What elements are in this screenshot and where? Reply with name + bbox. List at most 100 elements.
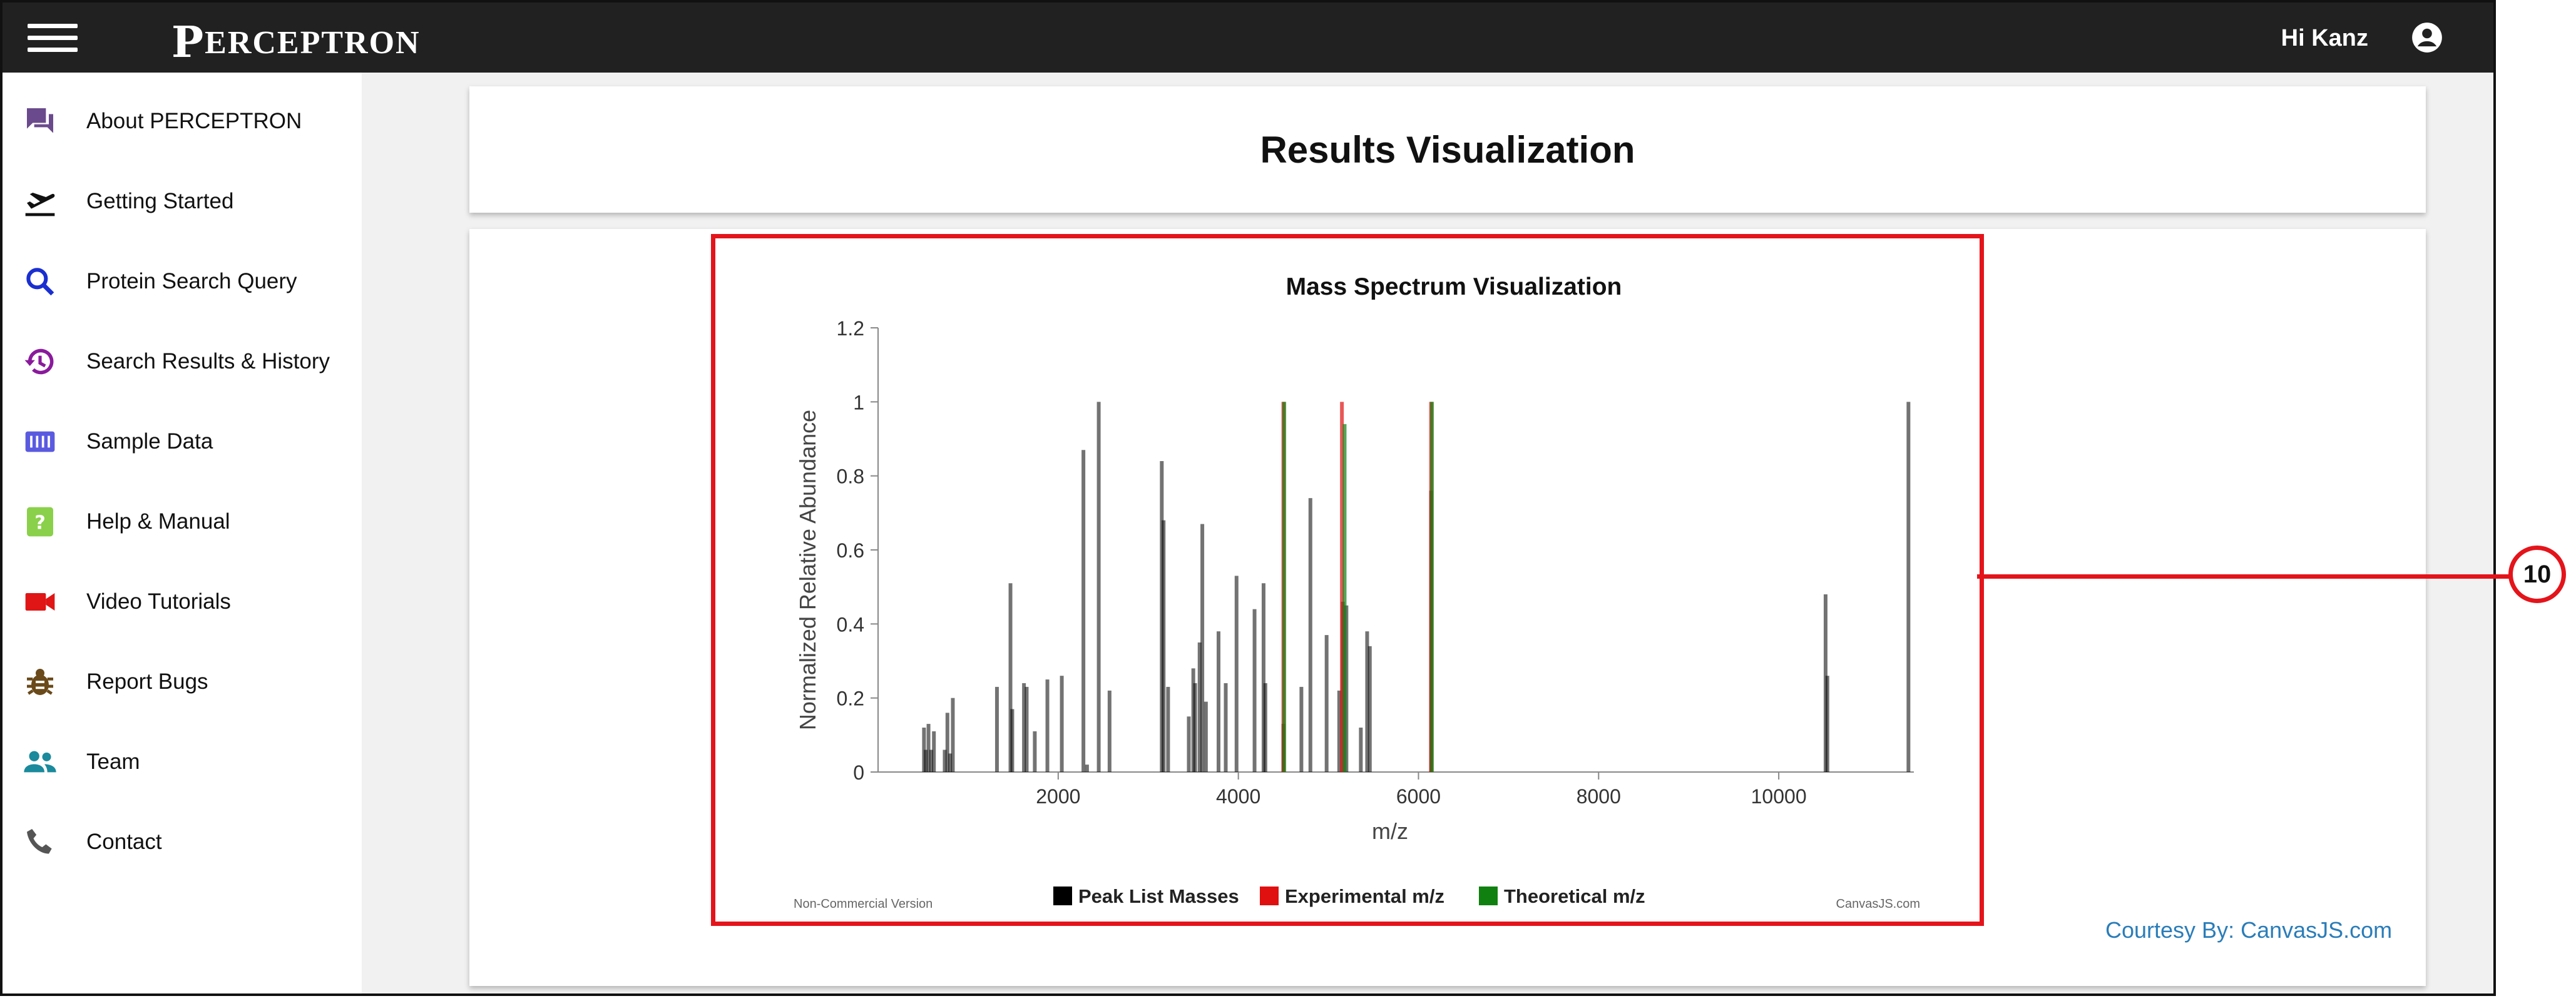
search-icon: [26, 268, 54, 296]
spectrum-bar: [1193, 683, 1197, 772]
x-tick-label: 10000: [1751, 785, 1807, 808]
forum-icon: [27, 108, 53, 133]
sidebar-item-about[interactable]: About PERCEPTRON: [3, 90, 362, 153]
user-greeting: Hi Kanz: [2281, 25, 2368, 51]
spectrum-bar: [1107, 690, 1112, 772]
y-tick-label: 1: [853, 391, 864, 414]
sidebar-item-label: Getting Started: [86, 189, 234, 213]
sidebar-item-label: Search Results & History: [86, 349, 330, 373]
spectrum-bar: [994, 686, 999, 772]
sidebar-item-help[interactable]: ? Help & Manual: [3, 490, 362, 553]
sidebar: About PERCEPTRON Getting Started Protein…: [3, 73, 362, 993]
menu-icon[interactable]: [28, 24, 78, 53]
spectrum-bar: [1365, 631, 1369, 772]
spectrum-bar: [1085, 765, 1089, 772]
x-tick-label: 8000: [1577, 785, 1621, 808]
spectrum-bar: [1337, 690, 1341, 772]
spectrum-bar: [1359, 728, 1363, 772]
brand-logo[interactable]: PERCEPTRON: [171, 18, 421, 68]
sidebar-item-search-results[interactable]: Search Results & History: [3, 330, 362, 393]
sidebar-item-label: Team: [86, 749, 140, 774]
sidebar-item-label: Video Tutorials: [86, 589, 231, 614]
x-tick-label: 4000: [1216, 785, 1260, 808]
y-tick-label: 0: [853, 761, 864, 784]
watermark-non-commercial: Non-Commercial Version: [794, 897, 933, 911]
y-tick-label: 0.2: [837, 688, 864, 710]
people-icon: [24, 751, 56, 773]
spectrum-bar: [945, 713, 949, 772]
spectrum-bar: [1825, 676, 1829, 772]
spectrum-bar: [1187, 716, 1191, 772]
spectrum-bar: [1166, 686, 1170, 772]
spectrum-bar: [1204, 701, 1208, 772]
spectrum-bar: [1340, 402, 1344, 772]
sidebar-item-getting-started[interactable]: Getting Started: [3, 170, 362, 233]
x-axis-label: m/z: [1372, 818, 1408, 844]
spectrum-bar: [1060, 676, 1064, 772]
spectrum-bar: [924, 749, 928, 772]
legend-swatch: [1479, 887, 1498, 905]
watermark-canvasjs: CanvasJS.com: [1836, 897, 1921, 911]
sidebar-item-report-bugs[interactable]: Report Bugs: [3, 651, 362, 713]
courtesy-link[interactable]: Courtesy By: CanvasJS.com: [2105, 917, 2393, 943]
sidebar-item-sample-data[interactable]: Sample Data: [3, 410, 362, 473]
spectrum-bar: [948, 753, 953, 772]
callout-connector: [1977, 574, 2512, 579]
brand-cap: P: [171, 18, 205, 68]
spectrum-bar: [1033, 731, 1037, 772]
spectrum-bar: [1299, 686, 1304, 772]
sidebar-item-label: About PERCEPTRON: [86, 109, 302, 133]
legend-swatch: [1053, 887, 1072, 905]
spectrum-bar: [1282, 402, 1287, 772]
spectrum-bar: [1008, 583, 1013, 772]
spectrum-bar: [1216, 631, 1220, 772]
y-tick-label: 0.8: [837, 465, 864, 488]
legend-label: Theoretical m/z: [1504, 885, 1645, 907]
brand-text: ERCEPTRON: [205, 25, 421, 61]
spectrum-bar: [1342, 424, 1347, 772]
spectrum-bar: [932, 731, 936, 772]
bug-icon: [27, 669, 53, 695]
sidebar-item-label: Sample Data: [86, 429, 213, 454]
sidebar-item-team[interactable]: Team: [3, 731, 362, 793]
sidebar-item-label: Protein Search Query: [86, 269, 297, 293]
video-icon: [25, 593, 55, 611]
spectrum-bar: [1430, 402, 1434, 772]
y-tick-label: 1.2: [837, 317, 864, 340]
mass-spectrum-chart: Mass Spectrum Visualization Normalized R…: [711, 234, 1984, 926]
chart-canvas: Mass Spectrum Visualization Normalized R…: [794, 273, 1921, 911]
app-window: PERCEPTRON Hi Kanz About PERCEPTRON Gett…: [0, 0, 2496, 996]
spectrum-bar: [1045, 679, 1050, 772]
spectrum-bar: [1906, 402, 1911, 772]
spectrum-bar: [1096, 402, 1101, 772]
help-icon: ?: [27, 507, 53, 537]
callout-badge: 10: [2508, 546, 2566, 603]
sidebar-item-contact[interactable]: Contact: [3, 811, 362, 873]
spectrum-bar: [1081, 450, 1086, 772]
spectrum-bar: [1263, 683, 1267, 772]
chart-title: Mass Spectrum Visualization: [1286, 273, 1622, 300]
spectrum-bar: [926, 724, 931, 772]
history-icon: [24, 348, 54, 375]
x-tick-label: 6000: [1396, 785, 1441, 808]
sidebar-item-protein-search[interactable]: Protein Search Query: [3, 250, 362, 313]
spectrum-bar: [1234, 576, 1239, 772]
sidebar-item-label: Contact: [86, 830, 162, 854]
spectrum-bar: [1324, 635, 1329, 772]
x-tick-label: 2000: [1036, 785, 1080, 808]
legend-label: Peak List Masses: [1078, 885, 1239, 907]
title-card: Results Visualization: [469, 86, 2426, 213]
phone-icon: [27, 829, 52, 854]
account-circle-icon[interactable]: [2411, 21, 2443, 54]
spectrum-bar: [1261, 583, 1265, 772]
spectrum-bar: [943, 749, 947, 772]
spectrum-bar: [929, 749, 933, 772]
y-tick-label: 0.6: [837, 539, 864, 562]
y-tick-label: 0.4: [837, 613, 864, 636]
sidebar-item-video-tutorials[interactable]: Video Tutorials: [3, 571, 362, 633]
y-axis-label: Normalized Relative Abundance: [795, 410, 820, 730]
sidebar-item-label: Report Bugs: [86, 669, 208, 694]
spectrum-bar: [1308, 498, 1312, 772]
spectrum-bar: [1367, 646, 1372, 772]
spectrum-bar: [1200, 524, 1205, 772]
